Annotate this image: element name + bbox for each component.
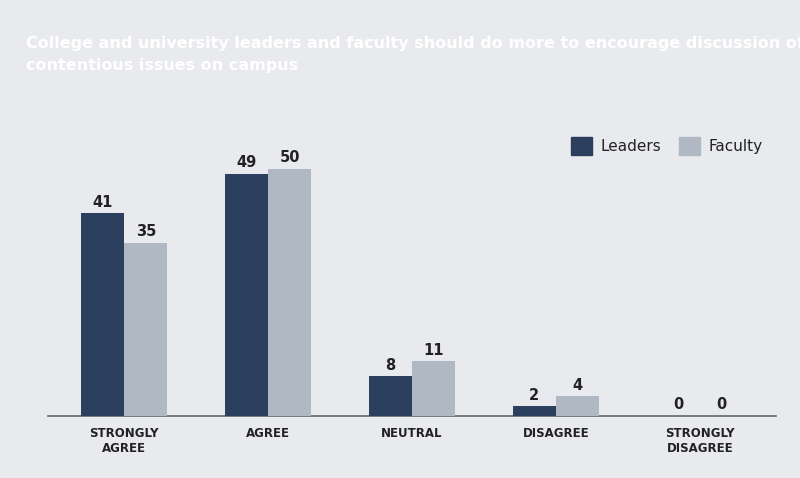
Bar bbox=[225, 174, 268, 416]
Legend: Leaders, Faculty: Leaders, Faculty bbox=[565, 131, 768, 161]
Bar bbox=[369, 376, 412, 416]
Bar bbox=[268, 169, 311, 416]
Text: 4: 4 bbox=[572, 378, 582, 392]
Text: 41: 41 bbox=[93, 195, 113, 210]
Text: 35: 35 bbox=[136, 224, 156, 239]
Text: 0: 0 bbox=[716, 397, 726, 413]
Text: 49: 49 bbox=[237, 155, 257, 170]
Text: 2: 2 bbox=[530, 388, 539, 402]
Text: 8: 8 bbox=[386, 358, 395, 373]
Bar bbox=[81, 213, 124, 416]
Text: College and university leaders and faculty should do more to encourage discussio: College and university leaders and facul… bbox=[26, 36, 800, 73]
Text: 11: 11 bbox=[423, 343, 444, 358]
Bar bbox=[556, 396, 599, 416]
Text: 50: 50 bbox=[279, 150, 300, 165]
Text: 0: 0 bbox=[673, 397, 683, 413]
Bar bbox=[124, 243, 167, 416]
Bar bbox=[412, 361, 455, 416]
Bar bbox=[513, 406, 556, 416]
